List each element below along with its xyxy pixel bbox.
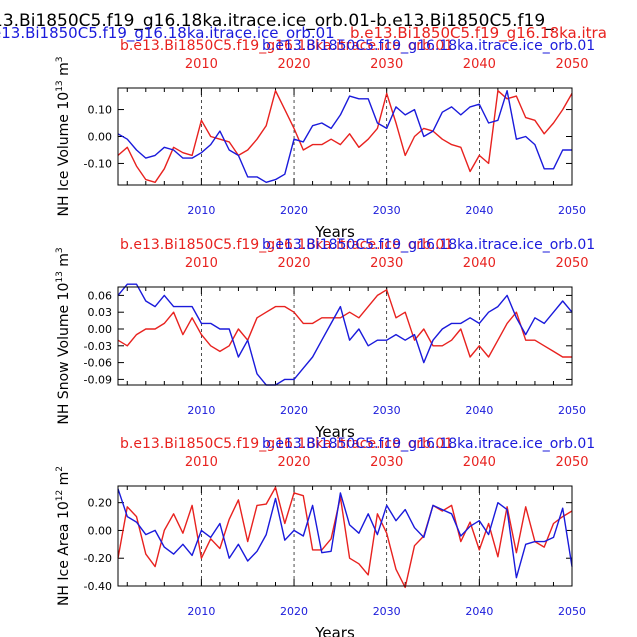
top-tick-label: 2030 [370,57,403,72]
y-axis-label-part: 13 [55,80,65,91]
top-tick-label: 2020 [277,57,310,72]
y-axis-label: NH Snow Volume 1013 m3 [55,247,72,424]
y-axis-label-part: NH Snow Volume 10 [56,283,72,425]
y-tick-label: -0.03 [84,340,112,353]
bottom-tick-label: 2010 [187,204,215,217]
y-tick-label: -0.40 [84,580,112,593]
series-line-blue [117,488,573,579]
series-line-red [117,486,573,589]
chart-panel-1: b.e13.Bi1850C5.f19_g16.18ka.itrace.ice_o… [55,38,595,241]
bottom-tick-label: 2020 [280,404,308,417]
series-line-blue [117,89,572,184]
bottom-tick-label: 2010 [187,605,215,618]
header-subtitle-blue: e13.Bi1850C5.f19_g16.18ka.itrace.ice_orb… [0,24,335,43]
x-axis-label: Years [314,223,355,241]
y-axis-label-part: NH Ice Area 10 [56,501,72,606]
y-axis-label-part: m [56,253,72,271]
y-tick-label: 0.00 [88,323,113,336]
chart-panel-3: b.e13.Bi1850C5.f19_g16.18ka.itrace.ice_o… [55,436,595,637]
y-tick-label: -0.06 [84,357,112,370]
chart-title-blue: b.e13.Bi1850C5.f19_g16.18ka.itrace.ice_o… [262,436,595,452]
plot-frame [117,87,573,186]
chart-title-blue: b.e13.Bi1850C5.f19_g16.18ka.itrace.ice_o… [262,237,595,253]
bottom-tick-label: 2050 [558,404,586,417]
x-axis-label: Years [314,624,355,637]
series-line-red [117,89,573,184]
top-tick-label: 2050 [555,57,588,72]
plot-frame [117,485,573,587]
header-title: 13.Bi1850C5.f19_g16.18ka.itrace.ice_orb.… [0,11,554,31]
y-tick-label: 0.00 [88,524,113,537]
chart-panel-2: b.e13.Bi1850C5.f19_g16.18ka.itrace.ice_o… [55,237,595,441]
y-tick-label: 0.10 [88,104,113,117]
bottom-tick-label: 2040 [465,404,493,417]
series-line-red [117,289,572,358]
chart-title-blue: b.e13.Bi1850C5.f19_g16.18ka.itrace.ice_o… [262,38,595,54]
y-axis-label-part: m [56,62,72,80]
bottom-tick-label: 2030 [373,605,401,618]
top-tick-label: 2040 [463,455,496,470]
top-tick-label: 2030 [370,455,403,470]
top-tick-label: 2010 [185,256,218,271]
bottom-tick-label: 2040 [465,605,493,618]
top-tick-label: 2050 [555,256,588,271]
y-tick-label: 0.20 [88,497,113,510]
bottom-tick-label: 2050 [558,605,586,618]
chart-title-red: b.e13.Bi1850C5.f19_g16.18ka.itrace.ice_o… [120,38,453,54]
chart-title-red: b.e13.Bi1850C5.f19_g16.18ka.itrace.ice_o… [120,436,453,452]
y-axis-label-part: NH Ice Volume 10 [56,92,72,217]
y-axis-label: NH Ice Volume 1013 m3 [55,57,72,217]
y-tick-label: -0.09 [84,373,112,386]
y-axis-label: NH Ice Area 1012 m2 [55,466,72,606]
y-tick-label: -0.10 [84,157,112,170]
y-tick-label: -0.20 [84,552,112,565]
top-tick-label: 2010 [185,455,218,470]
y-tick-label: 0.03 [88,306,113,319]
bottom-tick-label: 2040 [465,204,493,217]
y-axis-label-part: 3 [55,247,65,253]
bottom-tick-label: 2030 [373,204,401,217]
top-tick-label: 2030 [370,256,403,271]
y-tick-label: 0.06 [88,289,113,302]
x-axis-label: Years [314,423,355,441]
chart-title-red: b.e13.Bi1850C5.f19_g16.18ka.itrace.ice_o… [120,237,453,253]
y-axis-label-part: 2 [55,466,65,472]
top-tick-label: 2050 [555,455,588,470]
y-axis-label-part: m [56,472,72,490]
y-axis-label-part: 12 [55,490,65,501]
y-tick-label: 0.00 [88,131,113,144]
series-line-blue [117,283,573,386]
top-tick-label: 2040 [463,57,496,72]
y-axis-label-part: 13 [55,271,65,282]
bottom-tick-label: 2050 [558,204,586,217]
bottom-tick-label: 2020 [280,204,308,217]
bottom-tick-label: 2020 [280,605,308,618]
top-tick-label: 2020 [277,256,310,271]
bottom-tick-label: 2010 [187,404,215,417]
top-tick-label: 2020 [277,455,310,470]
header-subtitle-red: b.e13.Bi1850C5.f19_g16.18ka.itra [350,24,607,43]
top-tick-label: 2010 [185,57,218,72]
y-axis-label-part: 3 [55,57,65,63]
bottom-tick-label: 2030 [373,404,401,417]
top-tick-label: 2040 [463,256,496,271]
plot-frame [117,286,573,386]
